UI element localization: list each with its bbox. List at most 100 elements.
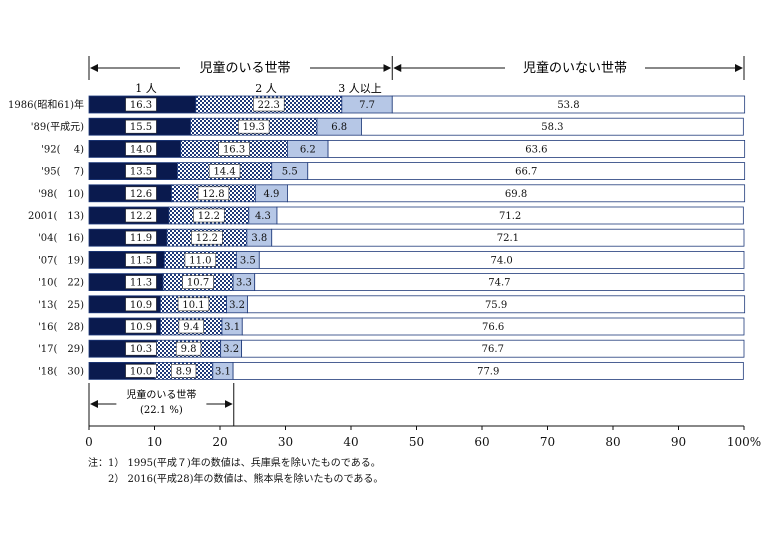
value-label: 12.2 <box>130 211 152 222</box>
value-label: 11.0 <box>189 255 211 266</box>
category-label: '95( 7) <box>41 167 84 178</box>
bars-layer: 16.3 22.3 7.7 53.8 15.5 19.3 6.8 58.3 14.0 16.3 6.… <box>88 95 746 380</box>
value-label: 63.6 <box>525 144 547 155</box>
value-label: 9.8 <box>181 344 197 355</box>
value-label-box <box>178 319 204 334</box>
bar-segment <box>276 206 744 225</box>
category-label: '16( 28) <box>38 322 84 333</box>
value-label: 4.9 <box>263 189 279 200</box>
value-label: 12.2 <box>198 211 220 222</box>
value-label: 53.8 <box>557 100 579 111</box>
category-label: '18( 30) <box>38 366 84 377</box>
value-label: 12.8 <box>202 189 224 200</box>
x-tick-label: 30 <box>278 435 293 449</box>
value-label: 5.5 <box>282 167 298 178</box>
x-tick-label: 80 <box>605 435 620 449</box>
value-label: 66.7 <box>515 167 537 178</box>
value-label: 11.3 <box>130 278 152 289</box>
value-label-box <box>125 319 157 334</box>
value-label: 10.9 <box>130 322 152 333</box>
x-tick-label: 100% <box>727 435 761 449</box>
bar-segment <box>241 317 745 336</box>
value-label-box <box>125 208 157 223</box>
value-label: 74.7 <box>488 278 510 289</box>
value-label-box <box>125 164 157 178</box>
value-label: 3.5 <box>240 255 256 266</box>
bar-segment <box>232 361 744 380</box>
category-label: '13( 25) <box>38 300 84 311</box>
value-label: 11.5 <box>130 255 152 266</box>
value-label: 10.0 <box>130 366 152 377</box>
x-tick-label: 90 <box>671 435 686 449</box>
value-label: 10.1 <box>182 300 204 311</box>
value-label-box <box>197 186 230 201</box>
value-label: 69.8 <box>505 189 527 200</box>
value-label-box <box>208 164 241 178</box>
value-label: 3.2 <box>229 300 245 311</box>
value-label: 6.8 <box>331 122 347 133</box>
value-label-box <box>125 142 157 156</box>
bar-segment <box>307 162 746 181</box>
x-axis-ticks: 0 10 20 30 40 50 60 70 80 90 100% <box>85 426 761 449</box>
value-label-box <box>238 119 270 134</box>
group-label-three: 3 人以上 <box>338 82 382 95</box>
value-label-box <box>182 275 214 289</box>
category-label: '10( 22) <box>38 278 84 289</box>
bar-segment <box>247 295 746 314</box>
value-label: 3.8 <box>251 233 267 244</box>
value-label: 3.3 <box>236 278 252 289</box>
value-label: 7.7 <box>359 100 375 111</box>
category-label: 1986(昭和61)年 <box>8 98 84 111</box>
bottom-bracket-value: (22.1 %) <box>140 405 183 416</box>
value-label-box <box>125 253 157 267</box>
value-label: 10.7 <box>187 278 209 289</box>
header-without-children: 児童のいない世帯 <box>523 60 627 76</box>
value-label-box <box>125 97 157 112</box>
value-label: 76.6 <box>482 322 504 333</box>
group-label-one: 1 人 <box>135 82 157 95</box>
value-label-box <box>125 341 157 356</box>
value-label-box <box>125 297 157 312</box>
value-label-box <box>193 208 225 223</box>
bottom-bracket-label: 児童のいる世帯 <box>126 388 196 401</box>
note-line-1: 注：1） 1995(平成７)年の数値は、兵庫県を除いたものである。 <box>88 458 381 469</box>
value-label: 13.5 <box>130 167 152 178</box>
value-label-box <box>191 230 223 245</box>
bottom-bracket-label-bg <box>116 386 207 416</box>
value-label-box <box>218 142 250 156</box>
value-label-box <box>125 364 157 378</box>
y-axis-labels: 1986(昭和61)年 '89(平成元) '92( 4) '95( 7) '98( 10… <box>8 98 84 377</box>
bar-segment <box>327 139 746 158</box>
value-label: 77.9 <box>477 366 499 377</box>
group-label-two: 2 人 <box>255 82 277 95</box>
value-label-box <box>184 253 217 267</box>
value-label: 15.5 <box>130 122 152 133</box>
bar-segment <box>391 95 746 114</box>
value-label: 12.6 <box>130 189 152 200</box>
category-label: '89(平成元) <box>31 121 84 133</box>
x-tick-label: 70 <box>540 435 555 449</box>
value-label: 16.3 <box>223 144 245 155</box>
value-label: 75.9 <box>485 300 507 311</box>
value-label-box <box>253 97 285 112</box>
value-label: 74.0 <box>491 255 513 266</box>
value-label: 4.3 <box>255 211 271 222</box>
value-label: 10.3 <box>130 344 152 355</box>
value-label: 76.7 <box>482 344 504 355</box>
note-line-2: 2） 2016(平成28)年の数値は、熊本県を除いたものである。 <box>88 474 384 485</box>
value-label: 58.3 <box>541 122 563 133</box>
value-label: 3.1 <box>224 322 240 333</box>
header-with-children: 児童のいる世帯 <box>199 60 290 76</box>
bar-segment <box>271 228 745 247</box>
x-tick-label: 10 <box>147 435 162 449</box>
value-label: 3.2 <box>223 344 239 355</box>
category-label: '98( 10) <box>38 189 84 200</box>
x-tick-label: 40 <box>343 435 358 449</box>
bar-segment <box>254 273 745 292</box>
x-tick-label: 60 <box>474 435 489 449</box>
value-label-box <box>125 230 157 245</box>
category-label: '17( 29) <box>38 344 84 355</box>
value-label: 14.4 <box>213 167 235 178</box>
bar-segment <box>258 250 745 269</box>
